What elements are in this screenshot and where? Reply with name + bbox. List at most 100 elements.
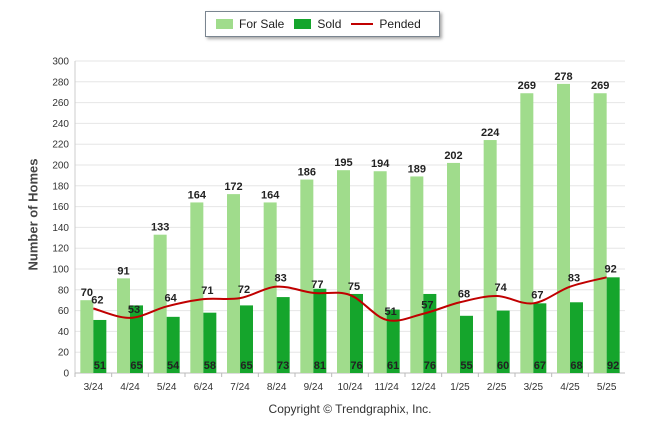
bar-for-sale [593, 93, 607, 374]
label-for-sale: 189 [408, 163, 426, 175]
bar-for-sale [483, 140, 497, 373]
legend-label-pended: Pended [379, 17, 421, 31]
y-tick-label: 260 [52, 98, 69, 109]
x-tick-label: 1/25 [450, 382, 470, 393]
x-tick-label: 5/24 [157, 382, 177, 393]
label-sold: 54 [167, 360, 180, 372]
label-pended: 67 [531, 289, 543, 301]
label-pended: 92 [605, 263, 617, 275]
bar-for-sale [520, 93, 534, 374]
bar-sold [313, 288, 327, 373]
x-tick-label: 7/24 [230, 382, 250, 393]
label-for-sale: 186 [298, 167, 316, 179]
label-sold: 76 [424, 360, 436, 372]
label-sold: 92 [607, 360, 619, 372]
legend-swatch-pended [351, 23, 374, 25]
label-pended: 72 [238, 284, 250, 296]
bar-sold [166, 316, 180, 373]
label-pended: 77 [311, 279, 323, 291]
bar-sold [460, 315, 473, 373]
label-for-sale: 202 [444, 150, 462, 162]
label-for-sale: 70 [81, 287, 93, 299]
label-sold: 68 [570, 360, 582, 372]
label-sold: 51 [94, 360, 106, 372]
label-for-sale: 195 [334, 157, 352, 169]
label-pended: 53 [128, 304, 140, 316]
y-tick-label: 120 [52, 244, 69, 255]
legend: For Sale Sold Pended [205, 11, 440, 37]
x-tick-label: 4/24 [120, 382, 140, 393]
x-tick-label: 9/24 [304, 382, 324, 393]
bar-for-sale [447, 162, 460, 373]
y-tick-label: 80 [58, 285, 70, 296]
y-axis-title: Number of Homes [25, 158, 41, 271]
bar-sold [276, 297, 290, 373]
label-pended: 74 [495, 282, 508, 294]
x-tick-label: 4/25 [560, 382, 580, 393]
data-labels: 70 91 133 164 172 164 186 195 194 189 202 224 269 278… [81, 71, 620, 372]
y-tick-label: 60 [58, 306, 70, 317]
x-tick-label: 12/24 [411, 382, 436, 393]
label-for-sale: 269 [518, 80, 536, 92]
legend-label-sold: Sold [317, 17, 342, 31]
bar-sold [130, 305, 143, 373]
bar-for-sale [153, 234, 167, 373]
y-tick-label: 220 [52, 140, 69, 151]
label-for-sale: 278 [554, 71, 572, 83]
label-sold: 60 [497, 360, 509, 372]
label-for-sale: 91 [117, 265, 129, 277]
label-pended: 83 [568, 273, 580, 285]
bar-sold [496, 310, 510, 373]
label-sold: 55 [460, 360, 472, 372]
y-tick-label: 300 [52, 57, 69, 68]
label-sold: 61 [387, 360, 399, 372]
label-for-sale: 172 [224, 181, 242, 193]
label-pended: 71 [201, 285, 213, 297]
label-for-sale: 164 [188, 189, 207, 201]
legend-label-for-sale: For Sale [239, 17, 285, 31]
y-tick-label: 140 [52, 223, 69, 234]
legend-swatch-sold [294, 19, 312, 29]
bar-sold [570, 302, 583, 373]
y-tick-label: 280 [52, 77, 69, 88]
y-tick-label: 200 [52, 161, 69, 172]
bar-sold [203, 312, 217, 373]
label-sold: 76 [350, 360, 362, 372]
label-sold: 65 [240, 360, 252, 372]
x-tick-label: 6/24 [194, 382, 214, 393]
label-pended: 57 [421, 300, 433, 312]
x-tick-label: 11/24 [375, 382, 400, 393]
label-pended: 68 [458, 288, 470, 300]
y-tick-label: 40 [58, 327, 70, 338]
y-tick-label: 240 [52, 119, 69, 130]
x-tick-label: 3/24 [84, 382, 104, 393]
bar-sold [240, 305, 253, 373]
label-for-sale: 164 [261, 189, 280, 201]
legend-swatch-for-sale [216, 19, 233, 29]
label-sold: 65 [130, 360, 142, 372]
bar-for-sale [117, 278, 130, 373]
x-tick-label: 3/25 [524, 382, 544, 393]
label-pended: 62 [91, 295, 103, 307]
pended-line-path [93, 276, 607, 322]
bar-sold [386, 309, 400, 373]
bar-sold [606, 277, 620, 373]
bar-for-sale [80, 300, 94, 373]
legend-item-for-sale: For Sale [216, 17, 284, 31]
legend-item-pended: Pended [351, 17, 421, 31]
bar-for-sale [557, 83, 570, 373]
label-for-sale: 194 [371, 158, 390, 170]
label-pended: 75 [348, 281, 360, 293]
bar-sold [533, 303, 547, 373]
y-tick-label: 20 [58, 348, 70, 359]
pended-line [93, 276, 607, 322]
x-tick-label: 8/24 [267, 382, 287, 393]
label-for-sale: 269 [591, 80, 609, 92]
label-sold: 73 [277, 360, 289, 372]
bar-for-sale [227, 194, 240, 373]
y-tick-label: 180 [52, 181, 69, 192]
label-for-sale: 133 [151, 222, 169, 234]
bar-for-sale [373, 171, 387, 373]
bar-for-sale [337, 170, 350, 373]
